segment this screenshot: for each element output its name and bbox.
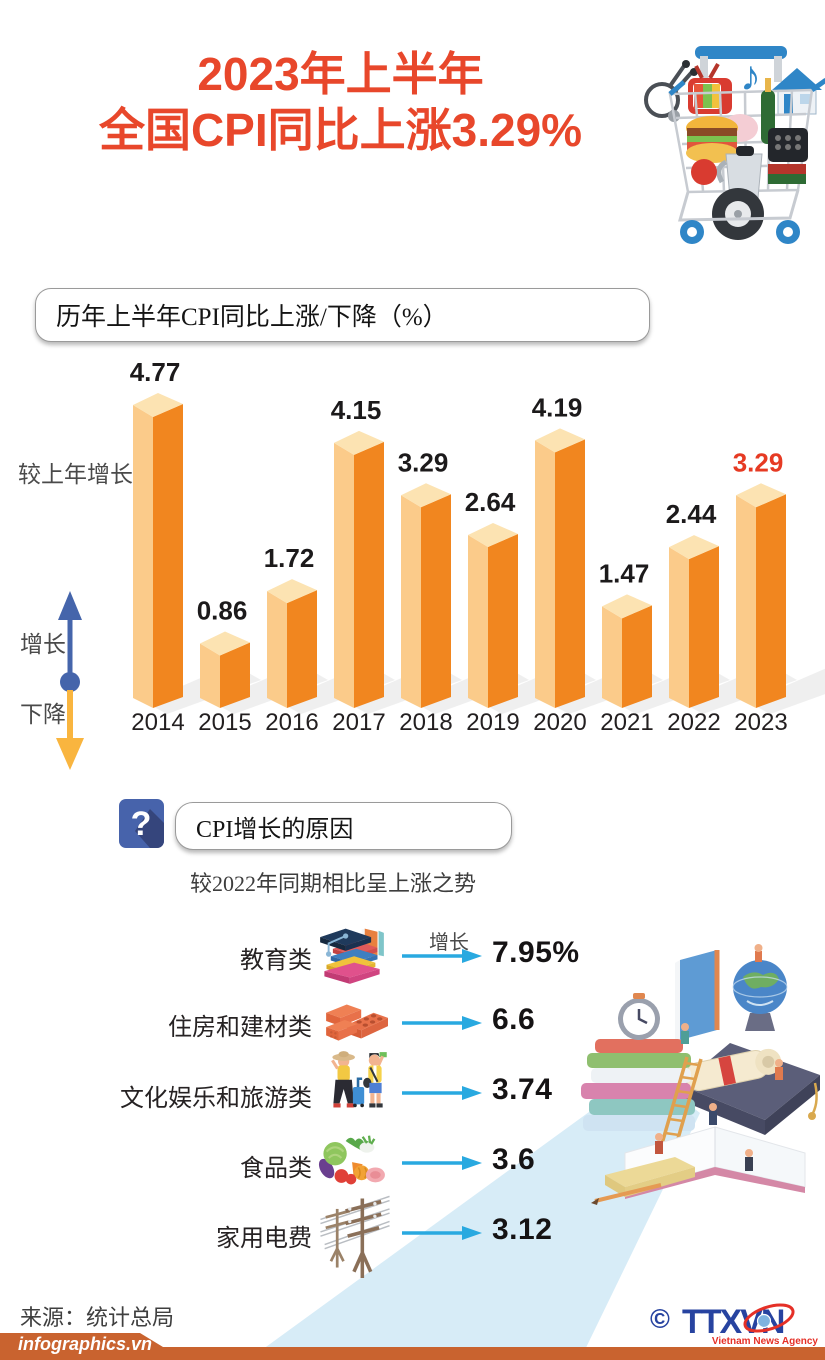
bar-year-label: 2020	[533, 709, 586, 736]
category-value-housing: 6.6	[492, 1003, 536, 1036]
category-value-food: 3.6	[492, 1143, 536, 1176]
tire-icon	[712, 188, 764, 240]
bar-year-label: 2015	[198, 709, 251, 736]
site-credit: infographics.vn	[18, 1334, 153, 1354]
bar-year-label: 2016	[265, 709, 318, 736]
bar-value-label: 4.15	[331, 395, 382, 425]
education-books-icon	[320, 928, 384, 984]
chart-title: 历年上半年CPI同比上涨/下降（%）	[56, 304, 448, 331]
question-mark-glyph: ?	[131, 805, 152, 843]
education-illustration	[581, 944, 820, 1205]
tomato-icon	[691, 159, 717, 185]
bar-year-label: 2018	[399, 709, 452, 736]
increase-decrease-axis-icon	[56, 591, 84, 770]
category-label-food: 食品类	[240, 1156, 312, 1182]
light-beam-shape	[248, 1082, 700, 1360]
bar-2020: 4.19 2020	[532, 392, 663, 736]
music-note-icon: ♪	[740, 52, 761, 99]
bar-year-label: 2023	[734, 709, 787, 736]
chart-title-box: 历年上半年CPI同比上涨/下降（%）	[35, 288, 650, 342]
kettle-icon	[716, 146, 763, 199]
cpi-bar-chart: 4.77 2014 0.86 2015 1.72 2016 4.15 2017 3.29 2018…	[130, 357, 825, 736]
agency-subtext: Vietnam News Agency	[712, 1336, 819, 1346]
reasons-title: CPI增长的原因	[196, 816, 354, 843]
category-value-culture-tourism: 3.74	[492, 1073, 553, 1106]
copyright-symbol: ©	[650, 1304, 670, 1334]
increase-arrow-icon	[402, 1156, 482, 1170]
question-mark-icon: ?	[119, 799, 164, 848]
page-title-line1: 2023年上半年	[197, 48, 484, 100]
bar-year-label: 2014	[131, 709, 184, 736]
reasons-title-box: CPI增长的原因	[175, 802, 512, 850]
shopping-cart-illustration: ♪	[644, 46, 825, 244]
footer-bar	[0, 1333, 825, 1360]
category-label-education: 教育类	[240, 948, 312, 974]
category-label-housing: 住房和建材类	[168, 1015, 312, 1041]
increase-arrow-icon	[402, 949, 482, 963]
increase-axis-label: 增长	[20, 632, 66, 657]
bar-value-label: 2.44	[666, 499, 717, 529]
bar-year-label: 2019	[466, 709, 519, 736]
category-label-electricity: 家用电费	[216, 1226, 312, 1252]
tiny-people	[655, 1023, 783, 1171]
bar-value-label: 2.64	[465, 487, 516, 517]
page-title: 2023年上半年 全国CPI同比上涨3.29%	[28, 46, 653, 158]
vegetables-icon	[318, 1135, 385, 1185]
reasons-subtitle: 较2022年同期相比呈上涨之势	[190, 871, 477, 896]
category-label-culture-tourism: 文化娱乐和旅游类	[120, 1086, 312, 1112]
travelers-icon	[331, 1051, 387, 1108]
increase-arrow-icon	[402, 1016, 482, 1030]
source-text: 来源：统计总局	[20, 1305, 175, 1330]
bar-2023: 3.29 2023	[733, 447, 825, 736]
category-value-education: 7.95%	[492, 936, 580, 969]
bar-year-label: 2021	[600, 709, 653, 736]
books-icon	[768, 164, 806, 184]
bar-value-label: 1.72	[264, 543, 315, 573]
bar-year-label: 2017	[332, 709, 385, 736]
increase-arrow-icon	[402, 1226, 482, 1240]
bar-value-label: 3.29	[733, 447, 784, 477]
ttxvn-logo: © TTXVN Vietnam News Agency	[650, 1303, 819, 1346]
bar-value-label: 1.47	[599, 558, 650, 588]
hamburger-icon	[686, 116, 738, 163]
bar-value-label: 3.29	[398, 447, 449, 477]
power-lines-icon	[320, 1195, 390, 1278]
increase-arrow-icon	[402, 1086, 482, 1100]
telephone-icon	[768, 128, 808, 162]
bar-year-label: 2022	[667, 709, 720, 736]
category-value-electricity: 3.12	[492, 1213, 553, 1246]
bar-value-label: 4.77	[130, 357, 181, 387]
bar-value-label: 4.19	[532, 392, 583, 422]
increase-arrow-label: 增长	[429, 932, 469, 954]
decrease-axis-label: 下降	[20, 702, 66, 727]
page-title-line2: 全国CPI同比上涨3.29%	[98, 104, 583, 157]
bar-value-label: 0.86	[197, 596, 248, 626]
bricks-icon	[326, 1004, 388, 1041]
